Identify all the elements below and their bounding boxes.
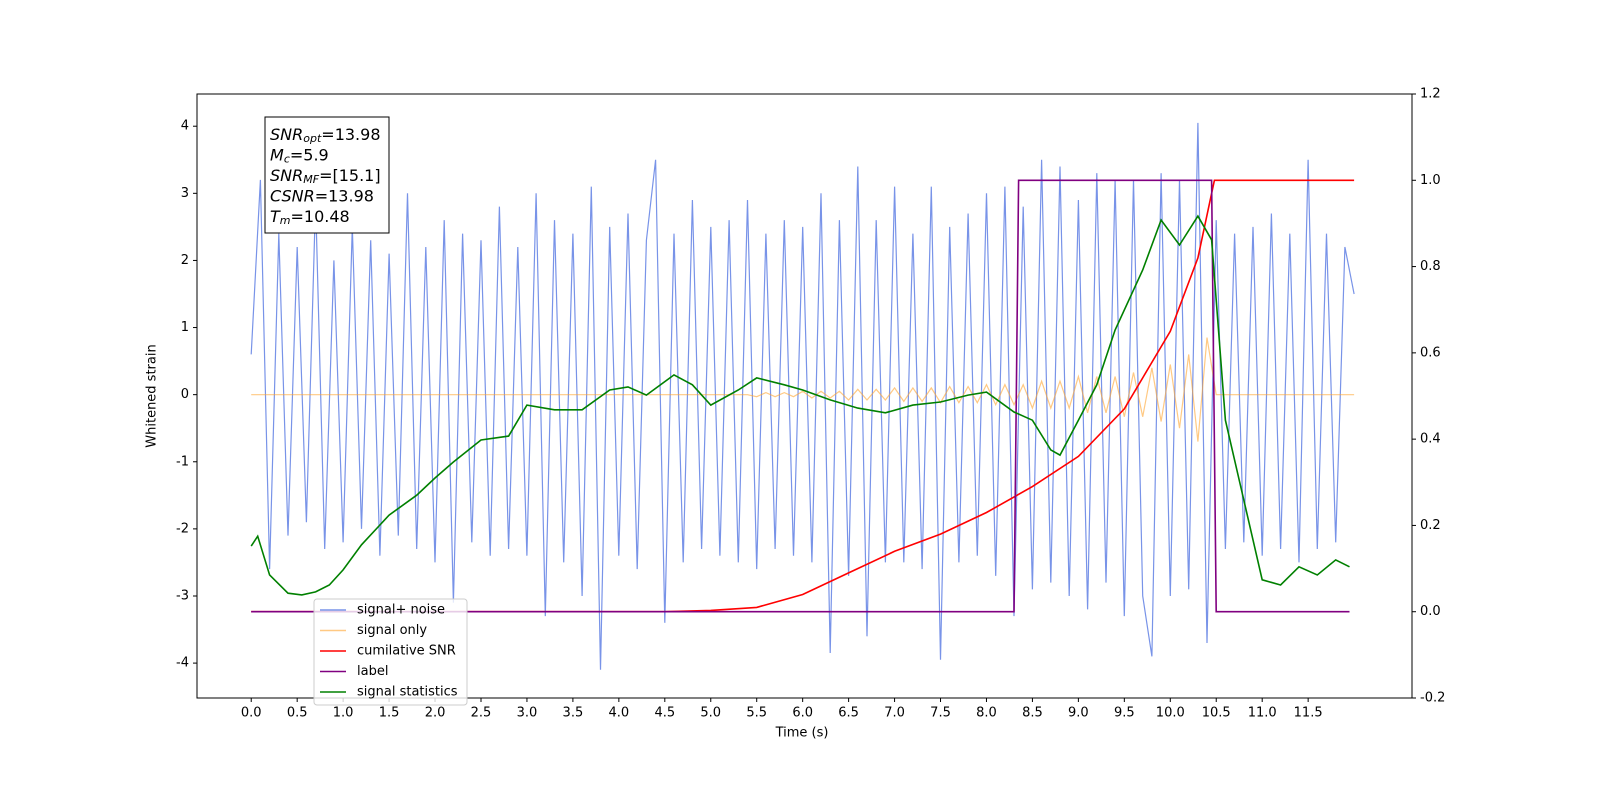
annotation-name: SNR	[270, 166, 303, 185]
x-tick-label: 10.0	[1156, 706, 1185, 721]
x-tick-label: 5.5	[746, 706, 767, 721]
x-tick-label: 10.5	[1202, 706, 1231, 721]
annotation-subscript: MF	[303, 173, 319, 186]
x-tick-label: 2.5	[471, 706, 492, 721]
y-tick-label: 0	[181, 387, 189, 402]
legend-frame	[313, 598, 468, 706]
x-tick-label: 6.5	[838, 706, 859, 721]
annotation-line: Tm=10.48	[270, 207, 350, 228]
legend-label: cumilative SNR	[357, 644, 456, 659]
series-line	[250, 122, 1355, 670]
annotation-line: SNRopt=13.98	[270, 125, 381, 146]
series-line	[251, 337, 1355, 442]
y-tick-label: -1	[176, 454, 189, 469]
annotation-name: T	[270, 207, 281, 226]
annotation-value: =10.48	[291, 207, 350, 226]
x-tick-label: 7.0	[884, 706, 905, 721]
series-line	[251, 179, 1350, 613]
y2-tick-label: 0.6	[1420, 345, 1441, 360]
annotation-line: Mc=5.9	[270, 145, 329, 166]
x-tick-label: 8.0	[976, 706, 997, 721]
x-tick-label: 1.0	[333, 706, 354, 721]
x-tick-label: 7.5	[930, 706, 951, 721]
plot-frame	[196, 93, 1413, 699]
legend-label: signal statistics	[357, 685, 458, 700]
annotation-name: M	[270, 145, 284, 164]
x-tick-label: 11.5	[1294, 706, 1323, 721]
x-tick-label: 0.5	[287, 706, 308, 721]
x-tick-label: 1.5	[379, 706, 400, 721]
annotation-name: CSNR	[270, 186, 315, 205]
x-tick-label: 6.0	[792, 706, 813, 721]
y-tick-label: -2	[176, 521, 189, 536]
x-tick-label: 8.5	[1022, 706, 1043, 721]
annotation-frame	[264, 116, 390, 234]
y2-tick-label: 0.8	[1420, 259, 1441, 274]
x-tick-label: 11.0	[1248, 706, 1277, 721]
legend-label: signal only	[357, 623, 427, 638]
annotation-value: =5.9	[290, 145, 329, 164]
x-tick-label: 4.0	[609, 706, 630, 721]
y-tick-label: 1	[181, 320, 189, 335]
x-tick-label: 3.0	[517, 706, 538, 721]
legend-label: label	[357, 664, 388, 679]
annotation-subscript: c	[284, 153, 290, 166]
annotation-value: =[15.1]	[319, 166, 381, 185]
x-tick-label: 5.0	[700, 706, 721, 721]
x-tick-label: 9.0	[1068, 706, 1089, 721]
y2-tick-label: -0.2	[1420, 691, 1445, 706]
annotation-line: CSNR=13.98	[270, 186, 374, 205]
y-tick-label: 4	[181, 119, 189, 134]
x-tick-label: 9.5	[1114, 706, 1135, 721]
annotation-box: SNRopt=13.98Mc=5.9SNRMF=[15.1]CSNR=13.98…	[264, 116, 390, 234]
annotation-value: =13.98	[315, 186, 374, 205]
y-tick-label: 2	[181, 253, 189, 268]
y2-tick-label: 0.2	[1420, 518, 1441, 533]
x-tick-label: 3.5	[563, 706, 584, 721]
y-tick-label: -3	[176, 588, 189, 603]
legend: signal+ noise signal only cumilative SNR la…	[313, 598, 468, 706]
series-line	[250, 214, 1350, 596]
legend-label: signal+ noise	[357, 603, 445, 618]
x-axis-label: Time (s)	[775, 726, 829, 741]
x-tick-label: 2.0	[425, 706, 446, 721]
annotation-value: =13.98	[321, 125, 380, 144]
y2-tick-label: 1.2	[1420, 87, 1441, 102]
y2-tick-label: 0.0	[1420, 604, 1441, 619]
x-tick-label: 4.5	[654, 706, 675, 721]
y-tick-label: -4	[176, 656, 189, 671]
annotation-line: SNRMF=[15.1]	[270, 166, 381, 187]
series-line	[251, 179, 1355, 613]
y-axis-label: Whitened strain	[145, 344, 160, 447]
y2-tick-label: 1.0	[1420, 173, 1441, 188]
y2-tick-label: 0.4	[1420, 432, 1441, 447]
annotation-subscript: opt	[303, 132, 322, 145]
annotation-subscript: m	[280, 214, 291, 227]
y-tick-label: 3	[181, 186, 189, 201]
annotation-name: SNR	[270, 125, 303, 144]
x-tick-label: 0.0	[241, 706, 262, 721]
